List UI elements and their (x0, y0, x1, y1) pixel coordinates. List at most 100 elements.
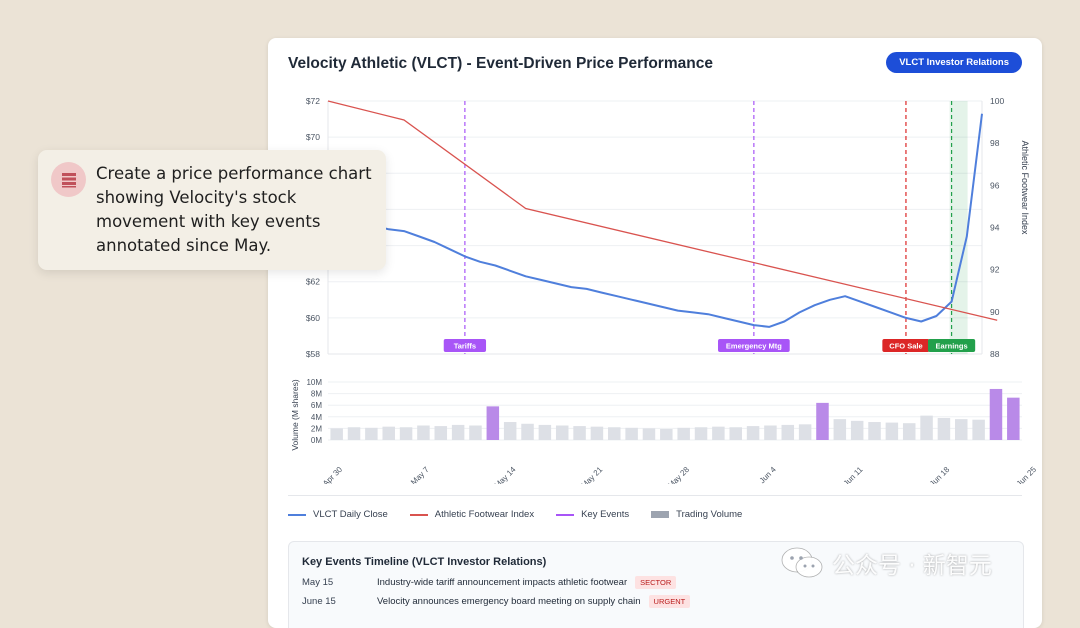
volume-bar (955, 419, 968, 440)
vlct-close-line (327, 113, 983, 328)
legend-item-footwear-index[interactable]: Athletic Footwear Index (409, 509, 535, 520)
volume-tick-label: 0M (311, 436, 322, 445)
earnings-highlight-band (949, 101, 968, 354)
volume-bar (868, 422, 881, 440)
date-tick-label: May 14 (493, 465, 518, 484)
volume-bar (937, 417, 951, 440)
prompt-text: Create a price performance chart showing… (96, 164, 372, 255)
sector-badge: SECTOR (635, 576, 677, 589)
volume-bar (434, 426, 448, 440)
timeline-title: Key Events Timeline (VLCT Investor Relat… (302, 556, 547, 568)
volume-bar (816, 402, 829, 440)
volume-bar (347, 427, 361, 440)
date-tick-label: May 7 (409, 465, 431, 484)
index-tick-label: 92 (990, 265, 1000, 275)
legend-divider (288, 495, 1022, 496)
volume-bar (625, 427, 638, 440)
chart-title: Velocity Athletic (VLCT) - Event-Driven … (288, 55, 713, 72)
prompt-callout: Create a price performance chart showing… (38, 150, 386, 270)
date-tick-label: May 21 (579, 465, 604, 484)
volume-bar (850, 420, 864, 440)
timeline-date: May 15 (302, 577, 334, 588)
volume-axis-title: Volume (M shares) (290, 379, 300, 450)
timeline-date: June 15 (302, 596, 336, 607)
volume-tick-label: 4M (311, 413, 322, 422)
volume-bar (399, 427, 413, 440)
volume-bar (608, 427, 621, 440)
legend-swatch (409, 513, 428, 516)
volume-bar (694, 427, 708, 440)
volume-bar (885, 422, 899, 440)
volume-bar (781, 424, 795, 440)
date-tick-label: Jun 25 (1015, 465, 1039, 484)
volume-bar (538, 424, 552, 440)
timeline-text: Velocity announces emergency board meeti… (377, 596, 641, 607)
event-label-box (443, 339, 487, 352)
index-tick-label: 100 (990, 96, 1004, 106)
volume-bar (521, 423, 534, 440)
volume-bar (660, 428, 673, 440)
document-stack-icon (51, 162, 86, 197)
wechat-icon (781, 547, 823, 578)
price-tick-label: $60 (306, 313, 320, 323)
timeline-text: Industry-wide tariff announcement impact… (377, 577, 628, 588)
legend-label: Key Events (581, 509, 630, 520)
investor-relations-button[interactable]: VLCT Investor Relations (886, 52, 1022, 73)
price-chart: Tariffs Emergency Mtg CFO Sale Earnings $58… (306, 96, 1030, 359)
watermark-text: 公众号 · 新智元 (832, 553, 992, 579)
volume-bar (729, 427, 742, 440)
volume-bar (712, 426, 725, 440)
volume-bar (330, 428, 343, 440)
event-label: Emergency Mtg (726, 342, 782, 351)
legend-label: Athletic Footwear Index (434, 509, 535, 520)
event-label-box (927, 339, 976, 352)
legend-label: VLCT Daily Close (313, 509, 388, 520)
volume-bar (798, 424, 812, 440)
date-tick-label: Jun 4 (758, 465, 779, 484)
volume-bar (972, 419, 985, 440)
volume-bar (902, 423, 916, 440)
timeline-row[interactable]: June 15 Velocity announces emergency boa… (302, 595, 691, 608)
volume-chart: 0M 2M 4M 6M 8M 10M Volume (M shares) Apr 30 May… (290, 378, 1039, 484)
price-tick-label: $62 (306, 277, 320, 287)
volume-bar (486, 406, 500, 440)
price-tick-label: $70 (306, 132, 320, 142)
event-label: CFO Sale (889, 342, 922, 351)
date-tick-label: Jun 18 (928, 465, 952, 484)
date-tick-label: Jun 11 (842, 465, 865, 484)
legend-swatch (288, 513, 306, 516)
timeline-row[interactable]: May 15 Industry-wide tariff announcement… (302, 576, 677, 589)
volume-bar (746, 426, 760, 440)
event-label-box (882, 339, 930, 352)
price-tick-label: $72 (306, 96, 320, 106)
volume-tick-label: 6M (311, 401, 322, 410)
volume-bar (677, 427, 690, 440)
urgent-badge: URGENT (648, 595, 691, 608)
volume-tick-label: 2M (311, 424, 322, 433)
volume-bar (1007, 397, 1020, 440)
chart-legend: VLCT Daily Close Athletic Footwear Index… (288, 509, 742, 520)
index-axis-title: Athletic Footwear Index (1020, 140, 1030, 235)
price-tick-label: $58 (306, 349, 320, 359)
volume-bar (573, 426, 586, 440)
volume-bar (989, 388, 1003, 440)
event-label: Tariffs (454, 342, 476, 351)
date-tick-label: May 28 (666, 465, 691, 484)
legend-item-trading-volume[interactable]: Trading Volume (651, 509, 742, 520)
volume-bar (365, 427, 378, 440)
volume-bar (555, 425, 569, 440)
volume-bar (920, 415, 933, 440)
legend-item-vlct-close[interactable]: VLCT Daily Close (288, 509, 388, 520)
volume-tick-label: 10M (306, 378, 322, 387)
volume-bar (451, 424, 465, 440)
legend-item-key-events[interactable]: Key Events (556, 509, 629, 520)
chart-card: Velocity Athletic (VLCT) - Event-Driven … (268, 38, 1042, 628)
index-tick-label: 98 (990, 138, 1000, 148)
volume-bar (642, 428, 656, 440)
index-tick-label: 96 (990, 180, 1000, 190)
event-label: Earnings (936, 342, 968, 351)
watermark: 公众号 · 新智元 (780, 546, 992, 580)
volume-bar (469, 425, 482, 440)
volume-tick-label: 8M (311, 390, 322, 399)
volume-bar (764, 425, 777, 440)
